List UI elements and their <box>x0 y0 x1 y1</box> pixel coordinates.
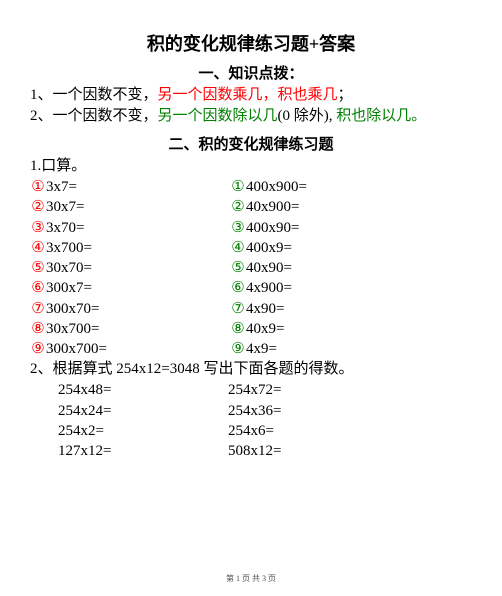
q1l3: 3x70= <box>46 220 84 236</box>
rule2-mid: 另一个因数除以几 <box>158 108 278 124</box>
q1-row-5: ⑤30x70= ⑤40x90= <box>30 258 472 278</box>
circle-8l: ⑧ <box>30 319 46 339</box>
q1r1: 400x900= <box>246 179 307 195</box>
q1r7: 4x90= <box>246 301 284 317</box>
circle-6l: ⑥ <box>30 278 46 298</box>
q2-row-4: 127x12= 508x12= <box>30 441 472 461</box>
page-title: 积的变化规律练习题+答案 <box>30 30 472 56</box>
q1l4: 3x700= <box>46 240 92 256</box>
rule-1: 1、一个因数不变，另一个因数乘几，积也乘几； <box>30 85 472 106</box>
circle-2l: ② <box>30 197 46 217</box>
q1l5: 30x70= <box>46 260 92 276</box>
q2-label: 2、根据算式 254x12=3048 写出下面各题的得数。 <box>30 359 472 380</box>
q1l6: 300x7= <box>46 280 92 296</box>
q1-row-6: ⑥300x7= ⑥4x900= <box>30 278 472 298</box>
q2-row-1: 254x48= 254x72= <box>30 380 472 400</box>
rule2-paren: (0 除外) <box>278 108 329 124</box>
q2r3: 254x6= <box>228 421 472 441</box>
q2r4: 508x12= <box>228 441 472 461</box>
circle-4r: ④ <box>230 238 246 258</box>
rule1-pre: 1、一个因数不变， <box>30 87 158 103</box>
q1r6: 4x900= <box>246 280 292 296</box>
q1-row-4: ④3x700= ④400x9= <box>30 238 472 258</box>
circle-3r: ③ <box>230 218 246 238</box>
rule2-tail: 积也除以几 <box>333 108 412 124</box>
q1r4: 400x9= <box>246 240 292 256</box>
q2l2: 254x24= <box>30 401 228 421</box>
q1r8: 40x9= <box>246 321 284 337</box>
q1-row-2: ②30x7= ②40x900= <box>30 197 472 217</box>
circle-6r: ⑥ <box>230 278 246 298</box>
q1-label: 1.口算。 <box>30 156 472 177</box>
rule1-highlight: 另一个因数乘几，积也乘几 <box>158 87 338 103</box>
q2r2: 254x36= <box>228 401 472 421</box>
circle-5l: ⑤ <box>30 258 46 278</box>
q1-row-9: ⑨300x700= ⑨4x9= <box>30 339 472 359</box>
q1l1: 3x7= <box>46 179 77 195</box>
circle-1r: ① <box>230 177 246 197</box>
circle-7r: ⑦ <box>230 299 246 319</box>
rule1-post: ； <box>338 87 353 103</box>
section2-title: 二、积的变化规律练习题 <box>30 133 472 154</box>
q2l1: 254x48= <box>30 380 228 400</box>
question-2-grid: 254x48= 254x72= 254x24= 254x36= 254x2= 2… <box>30 380 472 461</box>
circle-3l: ③ <box>30 218 46 238</box>
rule2-end: 。 <box>411 108 426 124</box>
q1l7: 300x70= <box>46 301 99 317</box>
q2l3: 254x2= <box>30 421 228 441</box>
q1-row-3: ③3x70= ③400x90= <box>30 218 472 238</box>
q1r3: 400x90= <box>246 220 299 236</box>
circle-4l: ④ <box>30 238 46 258</box>
circle-9l: ⑨ <box>30 339 46 359</box>
q1r9: 4x9= <box>246 341 277 357</box>
circle-8r: ⑧ <box>230 319 246 339</box>
q2-row-2: 254x24= 254x36= <box>30 401 472 421</box>
rule2-pre: 2、一个因数不变， <box>30 108 158 124</box>
circle-1l: ① <box>30 177 46 197</box>
q1-row-7: ⑦300x70= ⑦4x90= <box>30 299 472 319</box>
q2-row-3: 254x2= 254x6= <box>30 421 472 441</box>
circle-7l: ⑦ <box>30 299 46 319</box>
circle-2r: ② <box>230 197 246 217</box>
q1-row-8: ⑧30x700= ⑧40x9= <box>30 319 472 339</box>
q2l4: 127x12= <box>30 441 228 461</box>
q1-row-1: ①3x7= ①400x900= <box>30 177 472 197</box>
question-1-grid: ①3x7= ①400x900= ②30x7= ②40x900= ③3x70= ③… <box>30 177 472 359</box>
circle-5r: ⑤ <box>230 258 246 278</box>
q1r5: 40x90= <box>246 260 292 276</box>
q1l2: 30x7= <box>46 199 84 215</box>
q2r1: 254x72= <box>228 380 472 400</box>
circle-9r: ⑨ <box>230 339 246 359</box>
page-footer: 第 1 页 共 3 页 <box>0 573 502 584</box>
q1l9: 300x700= <box>46 341 107 357</box>
q1l8: 30x700= <box>46 321 99 337</box>
section1-title: 一、知识点拨： <box>30 62 472 83</box>
q1r2: 40x900= <box>246 199 299 215</box>
rule-2: 2、一个因数不变，另一个因数除以几(0 除外), 积也除以几。 <box>30 106 472 127</box>
